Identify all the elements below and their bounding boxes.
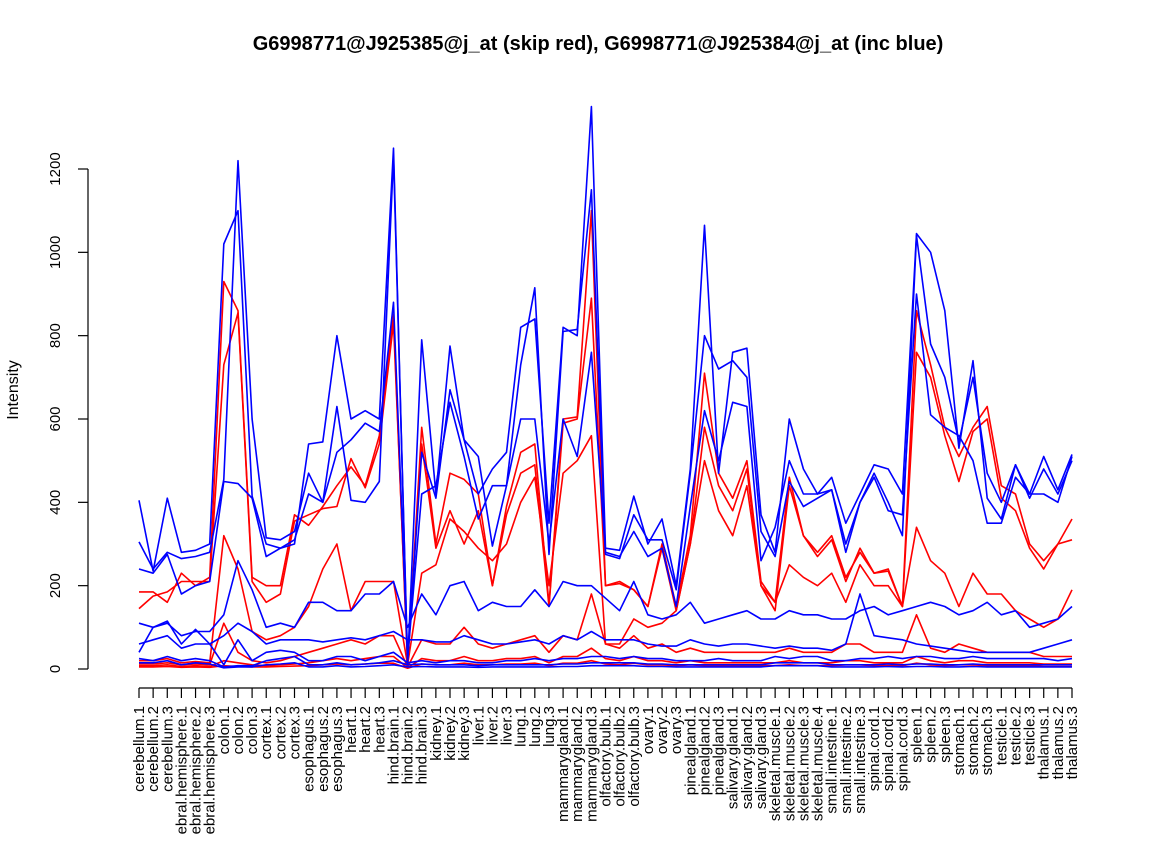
x-tick-label: ovary.3 [668,706,685,754]
x-tick-label: colon.2 [230,706,247,754]
y-tick-label: 200 [47,573,64,598]
chart-title: G6998771@J925385@j_at (skip red), G69987… [253,33,944,55]
x-tick-label: cortex.3 [287,706,304,759]
x-tick-label: stomach.3 [979,706,996,775]
x-tick-label: salivary.gland.2 [739,706,756,809]
x-tick-label: ovary.1 [640,706,657,754]
x-tick-label: skeletal.muscle.3 [795,706,812,821]
y-axis-label: Intensity [5,360,22,420]
x-tick-label: lung.2 [527,706,544,747]
x-tick-label: small.intestine.3 [852,706,869,814]
x-tick-label: pinealgland.3 [711,706,728,795]
x-tick-label: olfactory.bulb.1 [598,706,615,807]
x-tick-label: ovary.2 [654,706,671,754]
x-tick-label: mammarygland.3 [583,706,600,822]
x-tick-label: stomach.1 [951,706,968,775]
x-tick-label: testicle.1 [993,706,1010,765]
x-tick-label: pinealgland.1 [682,706,699,795]
x-tick-label: spleen.3 [937,706,954,763]
x-tick-label: cortex.1 [258,706,275,759]
x-tick-label: stomach.2 [965,706,982,775]
x-tick-label: hind.brain.3 [414,706,431,784]
x-tick-label: olfactory.bulb.3 [626,706,643,807]
series-line-skip-2 [138,297,1073,662]
x-tick-label: small.intestine.2 [838,706,855,814]
series-line-inc-4 [138,559,1073,637]
x-tick-label: heart.1 [343,706,360,753]
x-tick-label: spinal.cord.2 [880,706,897,791]
x-tick-label: spinal.cord.3 [894,706,911,791]
x-tick-label: liver.1 [470,706,487,745]
x-axis-ticks: cerebellum.1cerebellum.2cerebellum.3ebra… [131,688,1081,834]
y-tick-label: 0 [47,665,64,673]
y-tick-label: 1200 [47,152,64,185]
x-tick-label: salivary.gland.1 [725,706,742,809]
x-tick-label: hind.brain.1 [385,706,402,784]
x-tick-label: thalamus.2 [1050,706,1067,779]
x-tick-label: cortex.2 [272,706,289,759]
x-tick-label: liver.3 [499,706,516,745]
x-tick-label: cerebellum.1 [131,706,148,792]
x-tick-label: thalamus.3 [1064,706,1081,779]
x-tick-label: spleen.1 [909,706,926,763]
x-tick-label: kidney.2 [442,706,459,761]
x-tick-label: testicle.3 [1022,706,1039,765]
x-tick-label: pinealgland.2 [696,706,713,795]
x-tick-label: spinal.cord.1 [866,706,883,791]
x-tick-label: liver.2 [484,706,501,745]
series-line-inc-5 [138,593,1073,654]
x-tick-label: esophagus.3 [329,706,346,792]
x-tick-label: esophagus.2 [315,706,332,792]
x-tick-label: lung.1 [513,706,530,747]
y-axis-ticks: 0 200 400 600 800 1000 1200 [47,152,88,673]
x-tick-label: ebral.hemisphere.2 [188,706,205,834]
series-line-inc-7 [138,655,1072,668]
y-tick-label: 600 [47,406,64,431]
x-tick-label: testicle.2 [1007,706,1024,765]
x-tick-label: heart.2 [357,706,374,753]
x-tick-label: lung.3 [541,706,558,747]
x-tick-label: cerebellum.3 [159,706,176,792]
x-tick-label: hind.brain.2 [400,706,417,784]
x-tick-label: skeletal.muscle.2 [781,706,798,821]
x-tick-label: mammarygland.2 [569,706,586,822]
x-tick-label: heart.3 [371,706,388,753]
x-tick-label: salivary.gland.3 [753,706,770,809]
plot-series [138,105,1073,670]
x-tick-label: ebral.hemisphere.3 [202,706,219,834]
series-line-inc-3 [138,293,1073,660]
y-tick-label: 400 [47,490,64,515]
x-tick-label: thalamus.1 [1036,706,1053,779]
x-tick-label: cerebellum.2 [145,706,162,792]
x-tick-label: kidney.3 [456,706,473,761]
x-tick-label: colon.1 [216,706,233,754]
x-tick-label: spleen.2 [923,706,940,763]
x-tick-label: ebral.hemisphere.1 [173,706,190,834]
x-tick-label: skeletal.muscle.1 [767,706,784,821]
series-line-inc-2 [138,155,1073,662]
x-tick-label: skeletal.muscle.4 [810,706,827,821]
x-tick-label: esophagus.1 [301,706,318,792]
y-tick-label: 800 [47,323,64,348]
x-tick-label: colon.3 [244,706,261,754]
x-tick-label: kidney.1 [428,706,445,761]
x-tick-label: mammarygland.1 [555,706,572,822]
series-line-inc-6 [138,620,1073,666]
x-tick-label: olfactory.bulb.2 [612,706,629,807]
x-tick-label: small.intestine.1 [824,706,841,814]
y-tick-label: 1000 [47,236,64,269]
series-line-inc-8 [139,659,1072,669]
